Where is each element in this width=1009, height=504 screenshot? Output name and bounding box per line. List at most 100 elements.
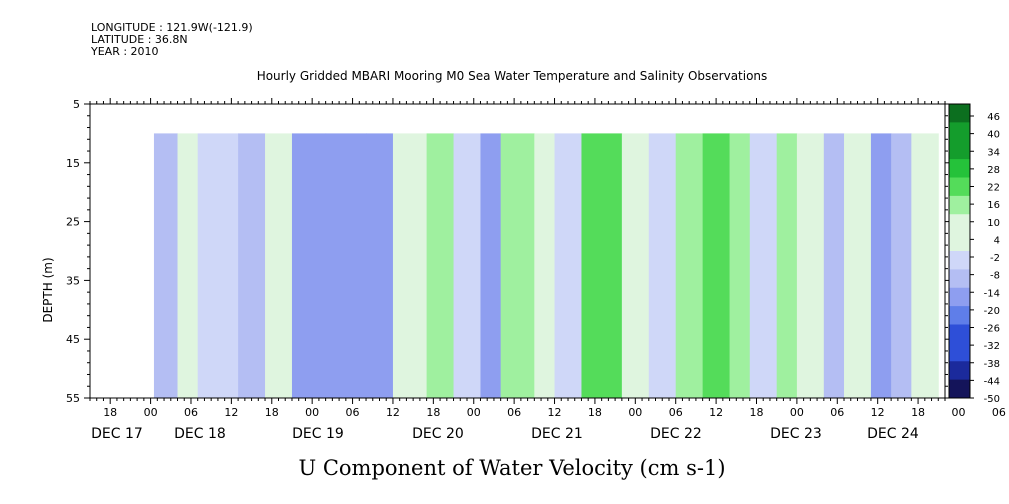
colorbar-label: 28 [987,165,1000,176]
y-axis-label: DEPTH (m) [41,257,55,322]
plot-frame [89,103,946,399]
x-axis-label: U Component of Water Velocity (cm s-1) [298,456,725,480]
colorbar-label: -8 [990,271,1000,282]
colorbar-swatch [949,269,970,289]
y-tick-label: 15 [66,157,80,170]
colorbar-frame [948,103,971,399]
colorbar-swatch [949,159,970,178]
colorbar-swatch [949,214,970,234]
colorbar-label: -44 [984,376,1000,387]
colorbar-swatch [949,104,970,123]
colorbar-swatch [949,342,970,362]
heatmap-band [153,133,179,398]
x-tick-label: 00 [305,406,319,419]
latitude-label: LATITUDE : 36.8N [91,33,188,46]
heatmap-band [366,133,394,398]
colorbar-label: 10 [987,218,1000,229]
x-day-label: DEC 17 [91,426,143,442]
colorbar-swatch [949,361,970,381]
x-tick-label: 18 [103,406,117,419]
header-metadata: LONGITUDE : 121.9W(-121.9) LATITUDE : 36… [91,22,253,58]
x-day-label: DEC 21 [531,426,583,442]
heatmap-band [426,133,455,398]
colorbar-swatch [949,306,970,325]
colorbar-swatch [949,177,970,197]
y-tick-label: 25 [66,216,80,229]
x-day-label: DEC 23 [770,426,822,442]
heatmap-band [238,133,266,398]
heatmap-band [729,133,751,398]
y-axis: 5 15 25 35 45 55 [66,98,951,405]
colorbar-label: 4 [994,235,1000,246]
y-tick-label: 55 [66,392,80,405]
x-axis: 18 00 06 12 18 00 06 12 18 00 06 12 18 00 06 12 18 00 06 12… [89,98,1006,442]
colorbar-swatch [949,232,970,252]
colorbar-label: 22 [987,183,1000,194]
heatmap-band [823,133,845,398]
heatmap-band [265,133,293,398]
heatmap-band [554,133,582,398]
colorbar-swatch [949,251,970,270]
heatmap-band [291,133,327,398]
heatmap-band [500,133,535,398]
x-tick-label: 18 [588,406,602,419]
x-tick-label: 12 [709,406,723,419]
heatmap-band [534,133,556,398]
heatmap-band [480,133,502,398]
x-tick-label: 00 [144,406,158,419]
x-day-label: DEC 18 [174,426,226,442]
y-tick-label: 35 [66,274,80,287]
heatmap-band [870,133,892,398]
heatmap-band [453,133,481,398]
heatmap-band [796,133,825,398]
y-tick-label: 5 [73,98,80,111]
x-tick-label: 18 [265,406,279,419]
heatmap-band [911,133,939,398]
x-tick-label: 00 [790,406,804,419]
colorbar-swatch [949,195,970,215]
x-tick-label: 00 [628,406,642,419]
x-tick-label: 06 [669,406,683,419]
x-tick-label: 18 [426,406,440,419]
year-label: YEAR : 2010 [91,45,159,58]
colorbar-swatch [949,379,970,399]
x-tick-label: 12 [386,406,400,419]
heatmap-band [325,133,367,398]
heatmap-band [749,133,778,398]
heatmap-band [891,133,912,398]
colorbar-label: -38 [984,359,1000,370]
colorbar-label: -26 [984,324,1000,335]
colorbar-label: 16 [987,200,1000,211]
colorbar-label: 34 [987,147,1000,158]
heatmap-band [702,133,731,398]
y-tick-label: 45 [66,333,80,346]
x-day-label: DEC 22 [650,426,702,442]
x-tick-label: 18 [911,406,925,419]
longitude-label: LONGITUDE : 121.9W(-121.9) [91,21,253,34]
colorbar-label: -50 [984,394,1000,405]
x-tick-label: 12 [871,406,885,419]
chart-title: Hourly Gridded MBARI Mooring M0 Sea Wate… [257,69,768,83]
x-day-label: DEC 20 [412,426,464,442]
x-day-label: DEC 19 [292,426,344,442]
colorbar-label: -14 [984,288,1000,299]
colorbar-swatch [949,140,970,160]
colorbar-label: -2 [990,253,1000,264]
heatmap-band [675,133,704,398]
x-tick-label: 00 [951,406,965,419]
x-day-label: DEC 24 [867,426,919,442]
heatmap-band [392,133,428,398]
colorbar-swatch [949,324,970,344]
heatmap-band [581,133,623,398]
x-tick-label: 00 [467,406,481,419]
x-tick-label: 06 [346,406,360,419]
colorbar-swatch [949,122,970,142]
x-tick-label: 12 [224,406,238,419]
colorbar-label: 40 [987,130,1000,141]
x-tick-label: 18 [749,406,763,419]
colorbar-label: -20 [984,306,1000,317]
heatmap-band [177,133,199,398]
colorbar-swatch [949,287,970,307]
heatmap [153,133,939,398]
